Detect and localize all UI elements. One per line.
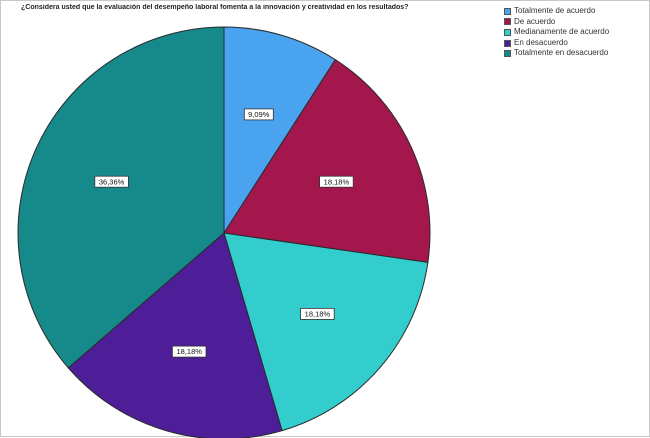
slice-label-box-3 [300,307,335,320]
pie-slice-3 [223,232,429,432]
slice-label-3: 18,18% [305,310,331,319]
legend-swatch-3 [504,28,511,36]
pie-slice-5 [17,26,225,369]
legend-label-2: De acuerdo [514,16,556,26]
legend-swatch-1 [504,7,511,15]
legend-label-1: Totalmente de acuerdo [514,6,596,15]
pie-slice-2 [223,59,431,263]
legend-label-4: En desacuerdo [514,37,568,47]
slice-label-5: 36,36% [99,177,125,186]
legend-label-5: Totalmente en desacuerdo [514,48,609,58]
legend-item-3: Medianamente de acuerdo [504,27,609,38]
legend-label-3: Medianamente de acuerdo [514,27,610,37]
slice-label-box-5 [94,175,129,188]
legend: Totalmente de acuerdo De acuerdo Medianame… [504,6,609,59]
slice-label-box-4 [171,345,207,358]
slice-label-box-1 [243,108,274,121]
legend-item-5: Totalmente en desacuerdo [504,48,609,59]
slice-label-4: 18,18% [176,347,202,356]
legend-swatch-5 [504,50,511,58]
legend-item-2: De acuerdo [504,17,609,28]
chart-title: ¿Considera usted que la evaluación del d… [21,4,409,11]
legend-item-1: Totalmente de acuerdo [504,6,609,17]
pie-slice-1 [223,26,337,235]
slice-label-1: 9,09% [248,110,270,119]
legend-swatch-2 [504,18,511,26]
legend-swatch-4 [504,39,511,47]
legend-item-4: En desacuerdo [504,38,609,49]
slice-label-2: 18,18% [324,177,350,186]
pie-slice-4 [67,232,283,438]
slice-label-box-2 [319,175,354,188]
